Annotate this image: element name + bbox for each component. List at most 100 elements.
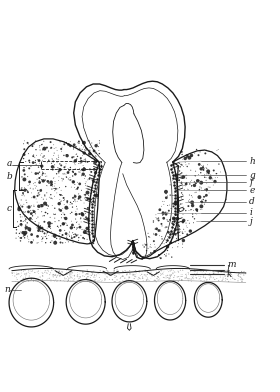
Point: [95, 189, 100, 195]
Point: [207, 271, 212, 277]
Point: [150, 272, 154, 278]
Point: [54, 156, 59, 162]
Point: [94, 274, 99, 280]
Point: [200, 279, 205, 285]
Point: [49, 277, 53, 283]
Point: [229, 270, 233, 276]
Point: [33, 218, 38, 225]
Point: [22, 171, 27, 178]
Point: [21, 276, 25, 282]
Point: [42, 230, 47, 236]
Point: [186, 203, 191, 209]
Point: [25, 188, 30, 194]
Point: [171, 235, 176, 241]
Point: [87, 274, 91, 280]
Point: [66, 239, 71, 245]
Point: [92, 268, 96, 274]
Point: [34, 225, 39, 231]
Point: [181, 238, 186, 244]
Point: [72, 273, 77, 279]
Point: [135, 274, 139, 280]
Point: [67, 271, 72, 277]
Point: [151, 278, 156, 284]
Point: [170, 192, 174, 198]
Point: [15, 272, 19, 278]
Point: [214, 171, 219, 177]
Point: [179, 162, 183, 168]
Point: [59, 198, 64, 204]
Point: [19, 218, 23, 224]
Point: [92, 178, 96, 185]
Point: [76, 274, 80, 280]
Point: [200, 199, 204, 205]
Point: [185, 163, 190, 170]
Point: [78, 167, 83, 173]
Point: [57, 185, 62, 191]
Point: [93, 276, 97, 283]
Point: [62, 276, 67, 282]
Point: [59, 192, 63, 198]
Point: [150, 273, 154, 279]
Point: [94, 153, 98, 159]
Point: [82, 175, 87, 181]
Point: [61, 176, 66, 182]
Point: [28, 277, 33, 283]
Point: [164, 273, 168, 279]
Point: [125, 269, 129, 275]
Point: [203, 275, 207, 281]
Point: [83, 147, 88, 153]
Point: [171, 177, 175, 183]
Point: [185, 153, 190, 159]
Point: [30, 268, 34, 274]
Point: [181, 217, 186, 223]
Point: [97, 138, 102, 144]
Point: [38, 223, 43, 229]
Point: [143, 272, 148, 279]
Point: [165, 272, 170, 278]
Point: [35, 233, 40, 240]
Point: [45, 183, 49, 189]
Point: [83, 144, 88, 150]
Point: [53, 187, 57, 194]
Point: [37, 180, 42, 186]
Point: [121, 273, 126, 279]
Point: [134, 270, 138, 276]
Point: [167, 233, 172, 239]
Point: [191, 207, 196, 214]
Point: [209, 148, 214, 154]
Point: [29, 163, 33, 170]
Point: [84, 270, 89, 277]
Point: [25, 174, 30, 180]
Point: [134, 269, 139, 276]
Point: [69, 274, 73, 280]
Point: [66, 176, 71, 182]
Point: [114, 273, 119, 279]
Point: [80, 152, 85, 159]
Point: [180, 271, 185, 278]
Point: [201, 166, 206, 172]
Point: [66, 275, 71, 281]
Point: [204, 268, 209, 274]
Point: [14, 274, 19, 281]
Point: [198, 149, 202, 155]
Point: [58, 230, 62, 237]
Point: [45, 270, 49, 276]
Point: [49, 229, 53, 235]
Point: [181, 156, 185, 162]
Point: [191, 220, 196, 226]
Point: [33, 182, 37, 189]
Point: [194, 180, 198, 186]
Point: [110, 276, 115, 283]
Point: [73, 158, 78, 164]
Point: [77, 138, 81, 145]
Point: [65, 200, 69, 206]
Point: [80, 167, 85, 173]
Point: [79, 187, 84, 193]
Point: [137, 274, 141, 281]
Point: [25, 223, 30, 229]
Point: [95, 178, 99, 185]
Point: [215, 268, 220, 274]
Point: [22, 218, 27, 224]
Point: [162, 198, 166, 205]
Point: [18, 238, 23, 244]
